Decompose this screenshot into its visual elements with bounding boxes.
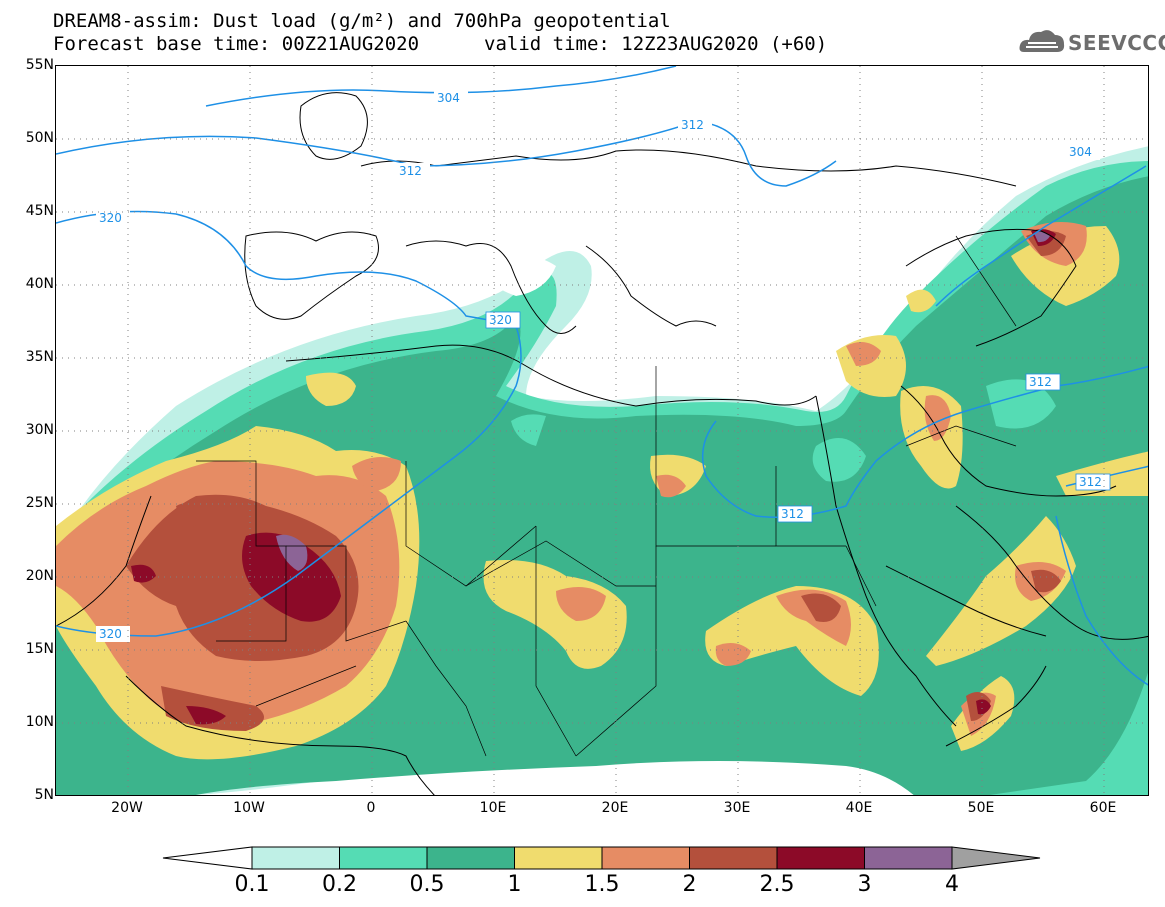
lon-tick-label: 10E	[479, 800, 507, 816]
contour-label-bg	[434, 90, 468, 106]
lat-tick-label: 35N	[25, 349, 54, 365]
cloud-logo-icon	[1019, 30, 1065, 52]
lon-tick-label: 30E	[723, 800, 751, 816]
colorbar-bin	[601, 846, 690, 870]
colorbar-bin	[864, 846, 953, 870]
colorbar-tick-label: 2	[682, 872, 697, 897]
clear-areas	[486, 256, 839, 386]
colorbar-bin	[514, 846, 603, 870]
contour-label-312d: 312	[1079, 475, 1102, 489]
colorbar-bin	[339, 846, 428, 870]
graticule	[56, 66, 1148, 795]
coastlines	[56, 92, 1148, 795]
contour-label-320a: 320	[99, 211, 122, 225]
logo-text: SEEVCCC	[1068, 31, 1165, 55]
lat-tick-label: 20N	[25, 568, 54, 584]
contour-label-group: 304 312 312 320 320 320 304 312 312 312	[96, 90, 1111, 642]
contour-label-320c: 320	[99, 627, 122, 641]
contour-label-304a: 304	[437, 91, 460, 105]
country-borders	[196, 235, 1017, 757]
lat-tick-label: 30N	[25, 422, 54, 438]
lon-tick-label: 0	[366, 800, 376, 816]
colorbar-tick-label: 2.5	[759, 872, 795, 897]
contour-label-312a: 312	[399, 164, 422, 178]
lat-tick-label: 5N	[34, 787, 54, 803]
dust-load-map: 304 312 312 320 320 320 304 312 312 312	[55, 65, 1149, 796]
dust-field-2-5	[131, 229, 1056, 725]
dust-field-3	[276, 231, 1050, 571]
valid-time: valid time: 12Z23AUG2020 (+60)	[484, 33, 828, 55]
lon-tick-label: 10W	[233, 800, 265, 816]
colorbar-tick-label: 0.2	[322, 872, 357, 897]
lon-tick-label: 60E	[1089, 800, 1117, 816]
lat-tick-label: 15N	[25, 641, 54, 657]
colorbar-bin	[426, 846, 515, 870]
contour-label-304b: 304	[1069, 145, 1092, 159]
lon-tick-label: 50E	[967, 800, 995, 816]
lat-tick-label: 50N	[25, 130, 54, 146]
map-title: DREAM8-assim: Dust load (g/m²) and 700hP…	[53, 10, 671, 32]
colorbar-tick-label: 0.1	[234, 872, 270, 897]
lat-tick-label: 55N	[25, 57, 54, 73]
seevccc-logo: SEEVCCC	[1018, 22, 1165, 62]
colorbar-low-arrow	[162, 846, 253, 870]
colorbar-tick-label: 1	[507, 872, 522, 897]
lon-tick-label: 20W	[111, 800, 143, 816]
map-canvas: 304 312 312 320 320 320 304 312 312 312	[56, 66, 1148, 795]
contour-label-312e: 312	[781, 507, 804, 521]
contour-label-312c: 312	[1029, 375, 1052, 389]
lat-tick-label: 40N	[25, 276, 54, 292]
colorbar-bin	[689, 846, 778, 870]
contour-label-320b: 320	[489, 313, 512, 327]
colorbar-bin	[776, 846, 865, 870]
colorbar-tick-label: 3	[857, 872, 872, 897]
colorbar-bin	[251, 846, 340, 870]
forecast-base-time: Forecast base time: 00Z21AUG2020	[53, 33, 420, 55]
lon-tick-label: 20E	[601, 800, 629, 816]
colorbar-tick-label: 4	[945, 872, 959, 897]
colorbar	[162, 846, 1041, 870]
colorbar-high-arrow	[951, 846, 1041, 870]
lat-tick-label: 10N	[25, 714, 54, 730]
lon-tick-label: 40E	[845, 800, 873, 816]
lat-tick-label: 45N	[25, 203, 54, 219]
colorbar-tick-label: 0.5	[409, 872, 445, 897]
lat-tick-label: 25N	[25, 495, 54, 511]
colorbar-tick-label: 1.5	[584, 872, 620, 897]
contour-label-312b: 312	[681, 118, 704, 132]
